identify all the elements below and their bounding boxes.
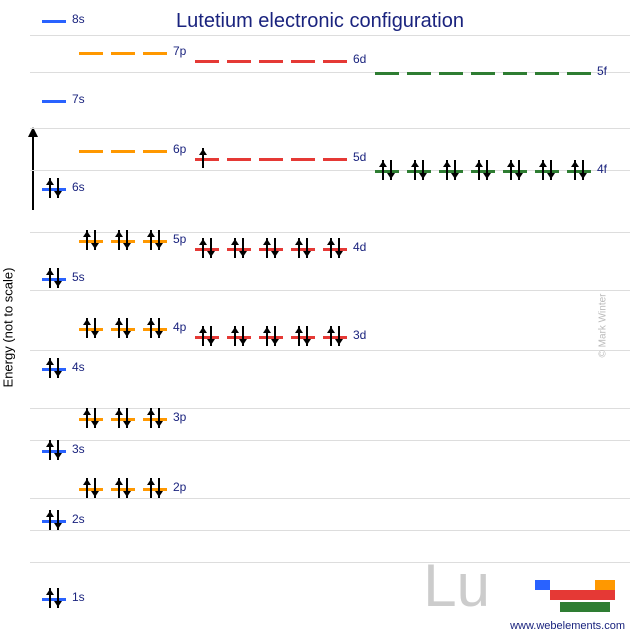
ptable-block [595,580,615,590]
ptable-block [535,580,550,590]
gridline [30,350,630,351]
electron-down [301,238,313,258]
electron-down [333,326,345,346]
electron-down [52,268,64,288]
orbital-label-4d: 4d [353,240,366,254]
electron-down [301,326,313,346]
electron-down [205,326,217,346]
electron-down [333,238,345,258]
orbital-label-2s: 2s [72,512,85,526]
chart-title: Lutetium electronic configuration [176,10,464,33]
orbital-6d [323,60,347,63]
orbital-5f [535,72,559,75]
electron-down [153,230,165,250]
orbital-7p [111,52,135,55]
orbital-7p [143,52,167,55]
orbital-8s [42,20,66,23]
orbital-5d [323,158,347,161]
element-symbol: Lu [423,551,490,620]
credit-text: © Mark Winter [597,293,608,357]
electron-down [269,326,281,346]
electron-down [89,478,101,498]
electron-down [237,326,249,346]
gridline [30,440,630,441]
electron-down [545,160,557,180]
orbital-6p [79,150,103,153]
electron-down [577,160,589,180]
orbital-5f [503,72,527,75]
electron-down [153,318,165,338]
gridline [30,530,630,531]
orbital-label-3s: 3s [72,442,85,456]
orbital-5f [375,72,399,75]
orbital-label-5d: 5d [353,150,366,164]
ptable-block [560,602,610,612]
gridline [30,498,630,499]
electron-down [481,160,493,180]
orbital-6p [111,150,135,153]
orbital-5d [227,158,251,161]
electron-down [89,318,101,338]
orbital-6d [195,60,219,63]
orbital-label-5f: 5f [597,64,607,78]
orbital-label-6d: 6d [353,52,366,66]
orbital-5d [259,158,283,161]
electron-down [89,230,101,250]
electron-down [121,318,133,338]
orbital-label-8s: 8s [72,12,85,26]
electron-down [417,160,429,180]
electron-down [89,408,101,428]
electron-down [513,160,525,180]
orbital-6p [143,150,167,153]
orbital-5d [291,158,315,161]
electron-up [197,148,209,168]
electron-down [52,510,64,530]
source-url: www.webelements.com [510,620,625,632]
orbital-label-4s: 4s [72,360,85,374]
orbital-label-7p: 7p [173,44,186,58]
orbital-label-3d: 3d [353,328,366,342]
orbital-label-5s: 5s [72,270,85,284]
electron-down [52,440,64,460]
electron-down [385,160,397,180]
orbital-5f [407,72,431,75]
electron-down [205,238,217,258]
ptable-block [550,590,615,600]
orbital-label-3p: 3p [173,410,186,424]
electron-down [52,358,64,378]
electron-down [121,230,133,250]
y-axis-label: Energy (not to scale) [1,268,16,388]
orbital-6d [259,60,283,63]
orbital-label-6s: 6s [72,180,85,194]
orbital-6d [291,60,315,63]
orbital-label-7s: 7s [72,92,85,106]
orbital-6d [227,60,251,63]
electron-down [52,588,64,608]
electron-down [269,238,281,258]
electron-down [52,178,64,198]
electron-down [153,478,165,498]
orbital-label-2p: 2p [173,480,186,494]
orbital-label-4f: 4f [597,162,607,176]
electron-down [449,160,461,180]
orbital-7s [42,100,66,103]
electron-down [121,408,133,428]
orbital-7p [79,52,103,55]
gridline [30,35,630,36]
electron-down [237,238,249,258]
orbital-label-4p: 4p [173,320,186,334]
electron-down [153,408,165,428]
electron-down [121,478,133,498]
orbital-label-5p: 5p [173,232,186,246]
orbital-5f [567,72,591,75]
gridline [30,562,630,563]
orbital-label-1s: 1s [72,590,85,604]
orbital-label-6p: 6p [173,142,186,156]
gridline [30,128,630,129]
gridline [30,290,630,291]
orbital-5f [439,72,463,75]
orbital-5f [471,72,495,75]
